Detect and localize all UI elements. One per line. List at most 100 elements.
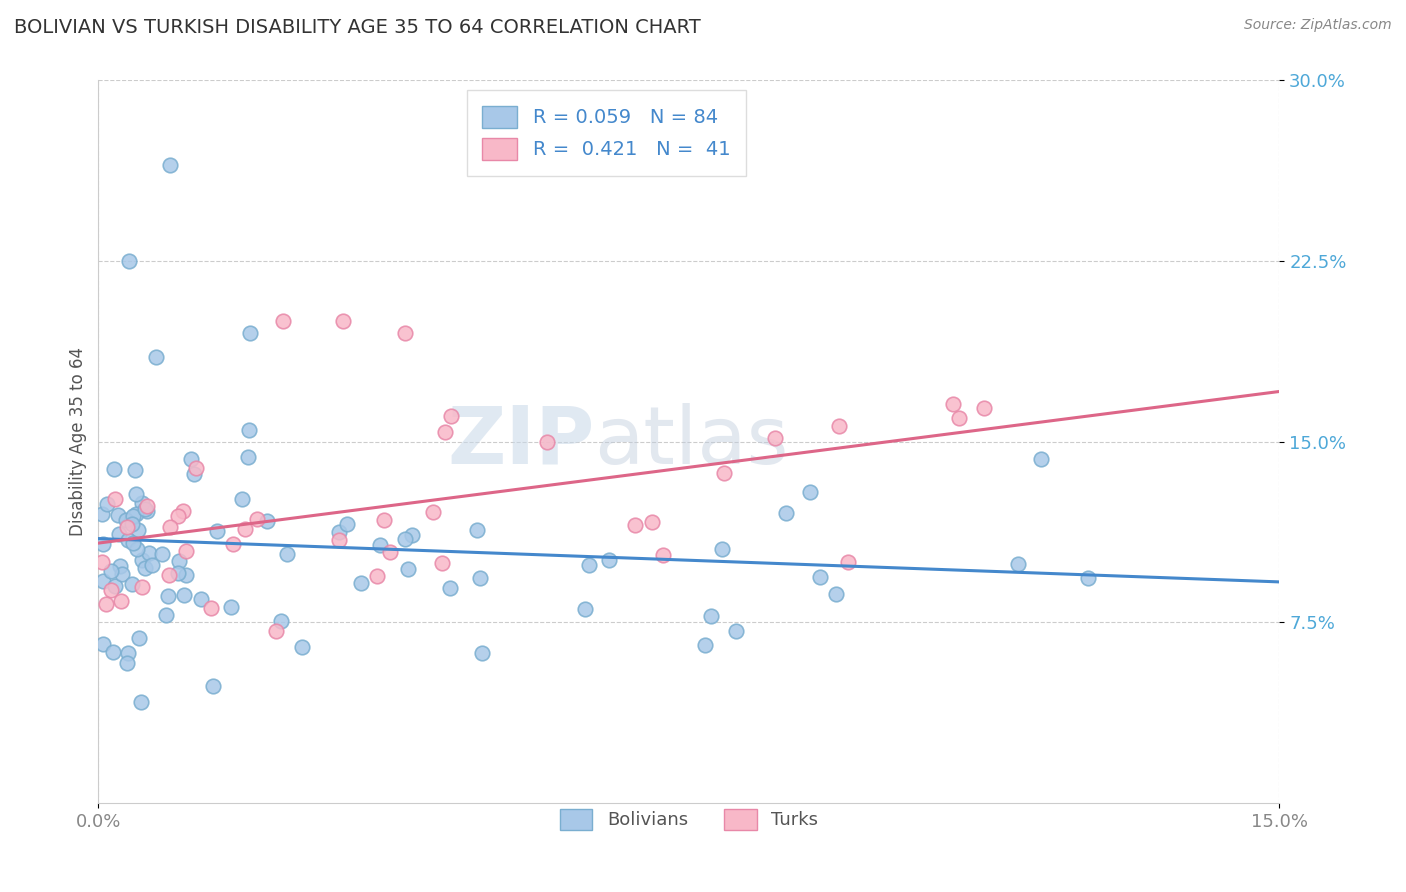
Point: [169, 554, 191, 568]
Point: [270, 614, 292, 628]
Point: [763, 431, 786, 445]
Point: [291, 640, 314, 654]
Point: [430, 556, 453, 570]
Point: [131, 495, 153, 509]
Point: [724, 624, 747, 639]
Point: [222, 537, 245, 551]
Point: [808, 570, 831, 584]
Point: [125, 487, 148, 501]
Point: [235, 523, 257, 537]
Text: BOLIVIAN VS TURKISH DISABILITY AGE 35 TO 64 CORRELATION CHART: BOLIVIAN VS TURKISH DISABILITY AGE 35 TO…: [14, 18, 700, 37]
Point: [134, 501, 156, 516]
Point: [973, 401, 995, 416]
Point: [157, 589, 180, 603]
Point: [205, 524, 228, 538]
Point: [239, 326, 262, 340]
Point: [394, 532, 416, 546]
Point: [173, 588, 195, 602]
Point: [246, 511, 269, 525]
Point: [107, 527, 129, 541]
Point: [828, 419, 851, 434]
Point: [136, 504, 159, 518]
Point: [256, 514, 278, 528]
Point: [127, 541, 149, 556]
Point: [366, 568, 388, 582]
Point: [100, 564, 122, 578]
Point: [190, 591, 212, 606]
Point: [91, 574, 114, 589]
Point: [711, 542, 734, 557]
Point: [350, 575, 373, 590]
Point: [136, 499, 159, 513]
Point: [775, 506, 797, 520]
Point: [104, 579, 127, 593]
Point: [125, 508, 148, 522]
Point: [465, 523, 488, 537]
Point: [122, 509, 145, 524]
Point: [110, 594, 132, 608]
Point: [394, 326, 416, 340]
Point: [422, 505, 444, 519]
Point: [440, 409, 463, 424]
Point: [157, 567, 180, 582]
Point: [141, 558, 163, 573]
Point: [328, 525, 350, 540]
Point: [401, 528, 423, 542]
Point: [134, 561, 156, 575]
Point: [574, 602, 596, 616]
Point: [231, 491, 253, 506]
Point: [121, 516, 143, 531]
Point: [183, 467, 205, 481]
Point: [368, 538, 391, 552]
Point: [104, 491, 127, 506]
Y-axis label: Disability Age 35 to 64: Disability Age 35 to 64: [69, 347, 87, 536]
Point: [439, 581, 461, 595]
Point: [468, 570, 491, 584]
Point: [115, 656, 138, 670]
Point: [122, 536, 145, 550]
Point: [174, 544, 197, 558]
Point: [186, 461, 208, 475]
Point: [131, 581, 153, 595]
Point: [107, 508, 129, 523]
Point: [128, 631, 150, 645]
Point: [117, 253, 139, 268]
Point: [117, 533, 139, 548]
Point: [640, 515, 662, 529]
Point: [623, 518, 645, 533]
Point: [825, 586, 848, 600]
Point: [1031, 452, 1053, 467]
Text: atlas: atlas: [595, 402, 789, 481]
Point: [159, 157, 181, 171]
Point: [115, 513, 138, 527]
Point: [396, 562, 419, 576]
Point: [129, 695, 152, 709]
Point: [271, 314, 294, 328]
Point: [145, 350, 167, 364]
Point: [1007, 558, 1029, 572]
Point: [167, 566, 190, 580]
Point: [91, 555, 114, 569]
Point: [117, 646, 139, 660]
Point: [700, 608, 723, 623]
Point: [713, 467, 735, 481]
Point: [172, 504, 194, 518]
Point: [111, 567, 134, 582]
Point: [180, 451, 202, 466]
Point: [276, 547, 298, 561]
Point: [799, 485, 821, 500]
Point: [131, 553, 153, 567]
Point: [471, 646, 494, 660]
Legend: Bolivians, Turks: Bolivians, Turks: [553, 802, 825, 837]
Point: [652, 548, 675, 562]
Point: [219, 600, 242, 615]
Point: [108, 558, 131, 573]
Point: [93, 537, 115, 551]
Point: [96, 497, 118, 511]
Point: [942, 397, 965, 411]
Point: [1077, 571, 1099, 585]
Point: [167, 508, 190, 523]
Point: [336, 516, 359, 531]
Point: [378, 544, 401, 558]
Point: [200, 601, 222, 615]
